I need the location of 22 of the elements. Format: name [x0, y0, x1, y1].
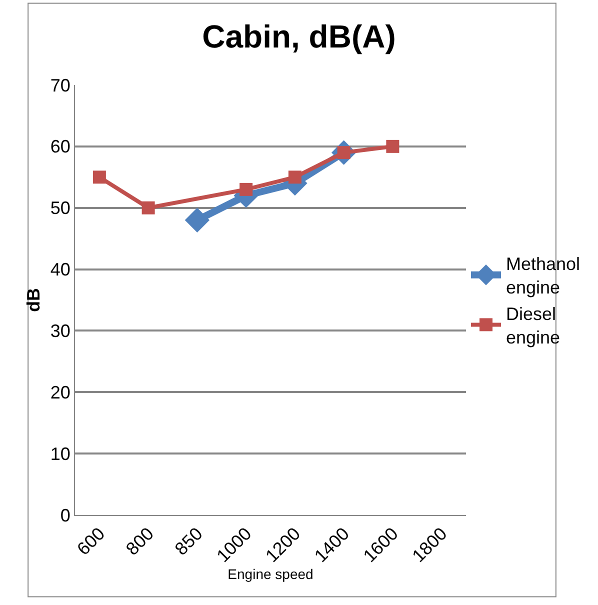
point	[288, 170, 302, 184]
point	[142, 201, 155, 214]
point	[240, 182, 253, 196]
x-tick-label: 600	[73, 524, 109, 560]
y-tick-label: 10	[50, 444, 70, 464]
y-tick-label: 30	[50, 321, 70, 342]
y-tick-label: 50	[50, 198, 70, 218]
y-tick-label: 60	[50, 136, 70, 157]
legend-label: Methanol engine	[506, 254, 580, 298]
point	[386, 140, 400, 153]
y-tick-label: 0	[60, 505, 70, 526]
point	[92, 170, 106, 184]
y-tick-label: 70	[50, 75, 70, 96]
y-tick-label: 40	[50, 260, 70, 280]
x-axis-title: Engine speed	[228, 566, 314, 582]
chart-title: Cabin, dB(A)	[202, 18, 396, 54]
x-tick-label: 800	[122, 524, 158, 560]
y-tick-label: 20	[50, 382, 70, 402]
x-tick-label: 850	[170, 524, 206, 560]
y-axis-title: dB	[24, 288, 44, 312]
legend-label: Diesel engine	[506, 304, 560, 348]
point	[184, 208, 210, 232]
